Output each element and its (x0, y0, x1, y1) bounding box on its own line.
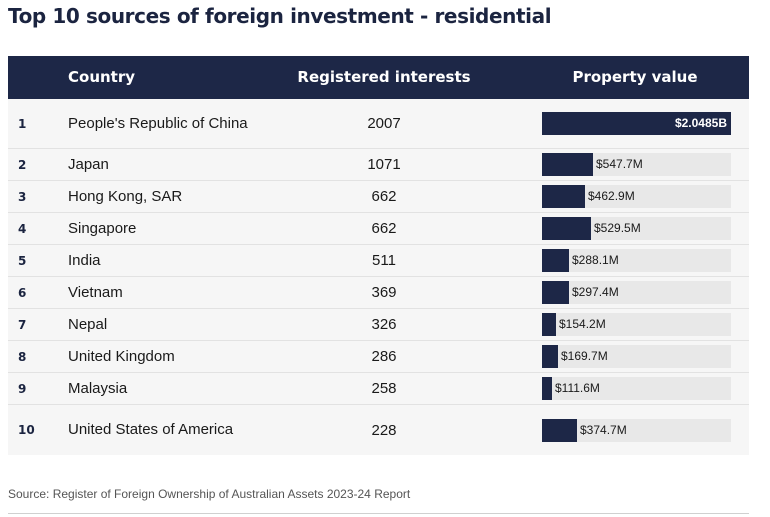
property-value-bar (542, 112, 731, 135)
property-value-cell: $154.2M (542, 309, 731, 340)
table-row: 5 India 511 $288.1M (8, 245, 749, 277)
chart-title: Top 10 sources of foreign investment - r… (8, 4, 552, 28)
country-label: India (68, 251, 101, 269)
property-value-cell: $297.4M (542, 277, 731, 308)
property-value-label: $169.7M (561, 349, 608, 363)
table-row: 3 Hong Kong, SAR 662 $462.9M (8, 181, 749, 213)
property-value-bar (542, 185, 585, 208)
property-value-label: $288.1M (572, 253, 619, 267)
bar-track: $2.0485B (542, 112, 731, 135)
rank-label: 9 (18, 381, 27, 396)
rank-label: 8 (18, 349, 27, 364)
bar-track: $529.5M (542, 217, 731, 240)
table-row: 7 Nepal 326 $154.2M (8, 309, 749, 341)
country-label: United Kingdom (68, 347, 175, 365)
property-value-cell: $529.5M (542, 213, 731, 244)
property-value-bar (542, 217, 591, 240)
bar-track: $462.9M (542, 185, 731, 208)
registered-interests-value: 1071 (367, 156, 401, 173)
country-label: Hong Kong, SAR (68, 187, 183, 205)
source-note: Source: Register of Foreign Ownership of… (8, 487, 411, 501)
table-row: 2 Japan 1071 $547.7M (8, 149, 749, 181)
property-value-bar (542, 313, 556, 336)
rank-label: 6 (18, 285, 27, 300)
table-row: 4 Singapore 662 $529.5M (8, 213, 749, 245)
rank-label: 4 (18, 221, 27, 236)
property-value-cell: $169.7M (542, 341, 731, 372)
table-row: 10 United States of America 228 $374.7M (8, 405, 749, 455)
bar-track: $374.7M (542, 418, 731, 442)
property-value-cell: $374.7M (542, 405, 731, 455)
investment-table: Country Registered interests Property va… (8, 56, 749, 455)
registered-interests-value: 511 (372, 252, 396, 269)
registered-interests-value: 326 (371, 316, 397, 333)
table-body: 1 People's Republic of China 2007 $2.0485B 2… (8, 99, 749, 455)
table-row: 9 Malaysia 258 $111.6M (8, 373, 749, 405)
bar-track: $169.7M (542, 345, 731, 368)
bar-track: $288.1M (542, 249, 731, 272)
rank-label: 5 (18, 253, 27, 268)
property-value-label: $547.7M (596, 157, 643, 171)
property-value-bar (542, 418, 577, 442)
property-value-label: $374.7M (580, 422, 627, 437)
property-value-label: $2.0485B (674, 116, 727, 130)
registered-interests-value: 286 (371, 348, 397, 365)
property-value-cell: $2.0485B (542, 99, 731, 148)
country-label: United States of America (68, 421, 234, 438)
property-value-bar (542, 153, 593, 176)
rank-label: 10 (18, 423, 35, 437)
property-value-cell: $288.1M (542, 245, 731, 276)
registered-interests-value: 369 (371, 284, 397, 301)
rank-label: 2 (18, 157, 27, 172)
column-header-property-value: Property value (572, 68, 698, 86)
property-value-cell: $547.7M (542, 149, 731, 180)
registered-interests-value: 258 (371, 380, 397, 397)
footer-divider (8, 513, 749, 514)
property-value-label: $111.6M (555, 381, 600, 395)
table-row: 6 Vietnam 369 $297.4M (8, 277, 749, 309)
country-label: Nepal (68, 315, 108, 333)
registered-interests-value: 2007 (367, 115, 401, 132)
country-label: People's Republic of China (68, 114, 248, 132)
country-label: Japan (68, 155, 109, 173)
column-header-country: Country (68, 68, 136, 86)
bar-track: $111.6M (542, 377, 731, 400)
country-label: Singapore (68, 219, 137, 237)
rank-label: 3 (18, 189, 27, 204)
bar-track: $547.7M (542, 153, 731, 176)
property-value-label: $297.4M (572, 285, 619, 299)
property-value-bar (542, 249, 569, 272)
bar-track: $154.2M (542, 313, 731, 336)
property-value-cell: $111.6M (542, 373, 731, 404)
registered-interests-value: 662 (371, 188, 397, 205)
column-header-registered-interests: Registered interests (297, 68, 471, 86)
property-value-label: $529.5M (594, 221, 641, 235)
bar-track: $297.4M (542, 281, 731, 304)
property-value-label: $154.2M (559, 317, 606, 331)
registered-interests-value: 662 (371, 220, 397, 237)
rank-label: 7 (18, 317, 27, 332)
country-label: Malaysia (68, 379, 128, 397)
table-header: Country Registered interests Property va… (8, 56, 749, 99)
rank-label: 1 (18, 116, 27, 131)
property-value-bar (542, 345, 558, 368)
table-row: 8 United Kingdom 286 $169.7M (8, 341, 749, 373)
table-row: 1 People's Republic of China 2007 $2.0485B (8, 99, 749, 149)
property-value-bar (542, 281, 569, 304)
registered-interests-value: 228 (371, 421, 397, 439)
property-value-cell: $462.9M (542, 181, 731, 212)
country-label: Vietnam (68, 283, 123, 301)
property-value-label: $462.9M (588, 189, 635, 203)
property-value-bar (542, 377, 552, 400)
